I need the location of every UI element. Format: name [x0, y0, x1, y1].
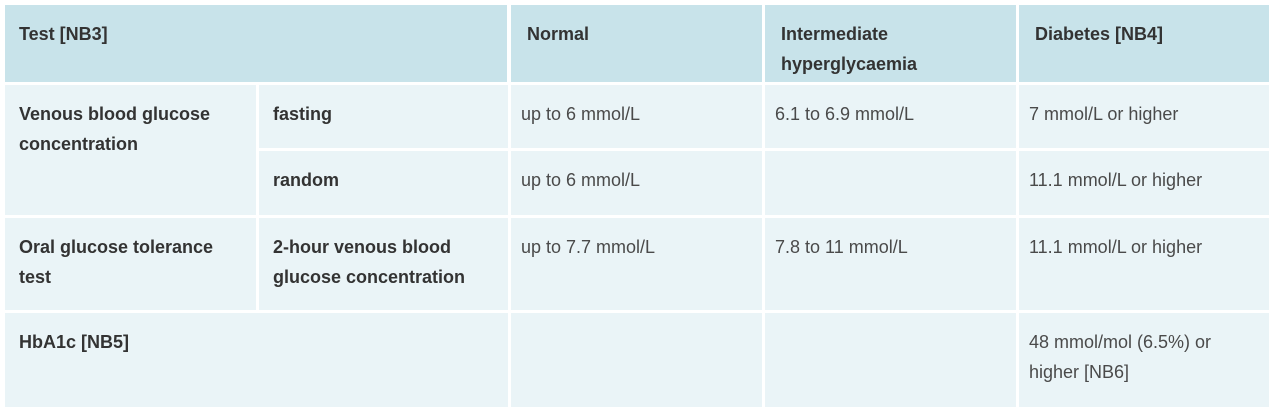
row-random-intermediate: [765, 151, 1016, 215]
row-fasting-sub: fasting: [259, 85, 508, 148]
header-test: Test [NB3]: [5, 5, 507, 82]
row-hba1c-diabetes: 48 mmol/mol (6.5%) or higher [NB6]: [1019, 313, 1269, 407]
header-intermediate: Intermediate hyperglycaemia: [765, 5, 1016, 82]
row-fasting-diabetes: 7 mmol/L or higher: [1019, 85, 1269, 148]
row-hba1c-intermediate: [765, 313, 1016, 407]
header-diabetes: Diabetes [NB4]: [1019, 5, 1269, 82]
row-ogtt-diabetes: 11.1 mmol/L or higher: [1019, 218, 1269, 310]
row-fasting-normal: up to 6 mmol/L: [511, 85, 762, 148]
row-hba1c-normal: [511, 313, 762, 407]
row-ogtt-test: Oral glucose tolerance test: [5, 218, 256, 310]
header-normal: Normal: [511, 5, 762, 82]
row-ogtt-intermediate: 7.8 to 11 mmol/L: [765, 218, 1016, 310]
row-random-normal: up to 6 mmol/L: [511, 151, 762, 215]
row-ogtt-sub: 2-hour venous blood glucose concentratio…: [259, 218, 508, 310]
row-random-sub: random: [259, 151, 508, 215]
row-venous-test: Venous blood glucose concentration: [5, 85, 256, 215]
row-hba1c-test: HbA1c [NB5]: [5, 313, 508, 407]
row-random-diabetes: 11.1 mmol/L or higher: [1019, 151, 1269, 215]
row-fasting-intermediate: 6.1 to 6.9 mmol/L: [765, 85, 1016, 148]
row-ogtt-normal: up to 7.7 mmol/L: [511, 218, 762, 310]
